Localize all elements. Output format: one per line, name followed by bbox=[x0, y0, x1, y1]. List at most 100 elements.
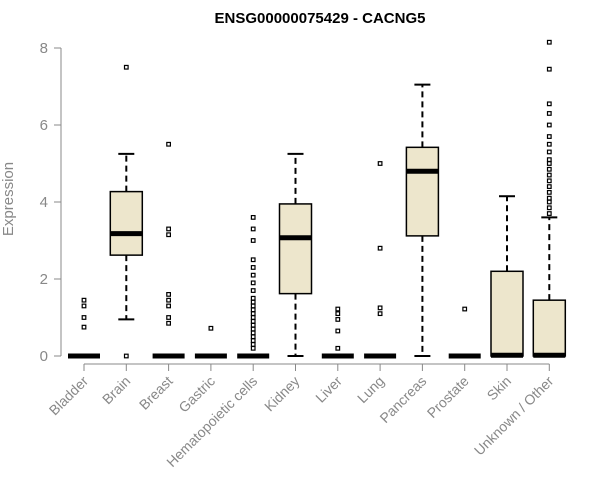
outlier-point bbox=[546, 111, 552, 116]
box-brain bbox=[109, 64, 144, 359]
outlier-point bbox=[546, 211, 552, 216]
outlier-point bbox=[81, 297, 87, 303]
outlier-point bbox=[250, 215, 256, 220]
x-tick-label: Kidney bbox=[261, 373, 303, 415]
outlier-point bbox=[250, 342, 256, 347]
outlier-point bbox=[546, 195, 552, 201]
chart-title: ENSG00000075429 - CACNG5 bbox=[215, 10, 426, 27]
outlier-point bbox=[546, 157, 552, 163]
x-tick-label: Skin bbox=[484, 373, 515, 404]
outlier-point bbox=[250, 338, 256, 343]
box-iqr bbox=[278, 203, 313, 295]
box-prostate bbox=[448, 306, 481, 359]
outlier-point bbox=[166, 232, 172, 238]
x-tick-label: Lung bbox=[354, 373, 387, 406]
y-tick-label: 0 bbox=[40, 348, 48, 365]
y-tick-label: 8 bbox=[40, 40, 48, 57]
outlier-point bbox=[546, 101, 552, 107]
y-tick-label: 6 bbox=[40, 117, 48, 134]
outlier-point bbox=[123, 64, 129, 70]
outlier-point bbox=[335, 311, 341, 317]
outlier-point bbox=[546, 66, 552, 72]
outlier-point bbox=[81, 303, 87, 309]
box-liver bbox=[321, 306, 354, 359]
outlier-point bbox=[546, 184, 552, 190]
outlier-point bbox=[546, 189, 552, 195]
outlier-point bbox=[250, 257, 256, 263]
outlier-point bbox=[462, 306, 468, 312]
y-tick-label: 2 bbox=[40, 271, 48, 288]
outlier-point bbox=[377, 305, 383, 311]
outlier-point bbox=[250, 280, 256, 286]
outlier-point bbox=[166, 303, 172, 309]
outlier-point bbox=[81, 324, 87, 330]
y-tick-label: 4 bbox=[40, 194, 48, 211]
outlier-point bbox=[377, 161, 383, 166]
box-gastric bbox=[194, 325, 227, 359]
outlier-point bbox=[250, 288, 256, 293]
outlier-point bbox=[546, 161, 552, 166]
outlier-point bbox=[250, 311, 256, 317]
box-pancreas bbox=[405, 83, 440, 357]
box-hematopoietic-cells bbox=[237, 215, 270, 359]
outlier-point bbox=[250, 345, 256, 351]
outlier-point bbox=[335, 345, 341, 351]
outlier-point bbox=[250, 307, 256, 313]
y-axis-label: Expression bbox=[0, 162, 17, 236]
box-iqr bbox=[109, 190, 144, 256]
outlier-point bbox=[166, 141, 172, 147]
outlier-point bbox=[546, 122, 552, 128]
outlier-point bbox=[250, 226, 256, 232]
box-kidney bbox=[278, 152, 313, 357]
outlier-point bbox=[166, 292, 172, 297]
boxes-group bbox=[68, 39, 567, 359]
outlier-point bbox=[166, 320, 172, 326]
outlier-point bbox=[250, 299, 256, 305]
outlier-point bbox=[250, 318, 256, 324]
outlier-point bbox=[546, 178, 552, 184]
x-tick-label: Prostate bbox=[424, 373, 472, 421]
x-tick-label: Breast bbox=[136, 373, 176, 413]
outlier-point bbox=[335, 317, 341, 322]
outlier-point bbox=[546, 141, 552, 147]
box-skin bbox=[490, 195, 524, 358]
outlier-point bbox=[250, 315, 256, 320]
outlier-point bbox=[335, 306, 341, 312]
outlier-point bbox=[250, 334, 256, 340]
x-tick-label: Brain bbox=[99, 373, 133, 407]
box-iqr bbox=[405, 146, 440, 237]
outlier-point bbox=[335, 328, 341, 334]
outlier-point bbox=[166, 226, 172, 232]
box-breast bbox=[152, 141, 185, 359]
x-tick-label: Unknown / Other bbox=[471, 373, 557, 459]
outlier-point bbox=[250, 326, 256, 332]
outlier-point bbox=[250, 322, 256, 328]
box-iqr bbox=[490, 270, 524, 357]
outlier-point bbox=[166, 297, 172, 303]
outlier-point bbox=[546, 39, 552, 45]
x-tick-label: Pancreas bbox=[376, 373, 429, 426]
box-unknown-other bbox=[532, 39, 567, 358]
outlier-point bbox=[166, 315, 172, 320]
outlier-point bbox=[250, 238, 256, 243]
x-tick-label: Bladder bbox=[46, 373, 92, 419]
outlier-point bbox=[81, 315, 87, 320]
outlier-point bbox=[546, 149, 552, 155]
outlier-point bbox=[377, 245, 383, 251]
y-axis: 0 2 4 6 8 bbox=[40, 40, 62, 365]
box-iqr bbox=[532, 299, 567, 357]
outlier-point bbox=[546, 205, 552, 211]
outlier-point bbox=[250, 330, 256, 336]
outlier-point bbox=[546, 199, 552, 205]
outlier-point bbox=[546, 166, 552, 172]
outlier-point bbox=[546, 134, 552, 139]
outlier-point bbox=[250, 272, 256, 278]
outlier-point bbox=[123, 353, 129, 359]
outlier-point bbox=[250, 295, 256, 301]
x-tick-label: Liver bbox=[312, 373, 345, 406]
outlier-point bbox=[250, 303, 256, 309]
outlier-point bbox=[546, 172, 552, 178]
box-bladder bbox=[68, 297, 100, 359]
